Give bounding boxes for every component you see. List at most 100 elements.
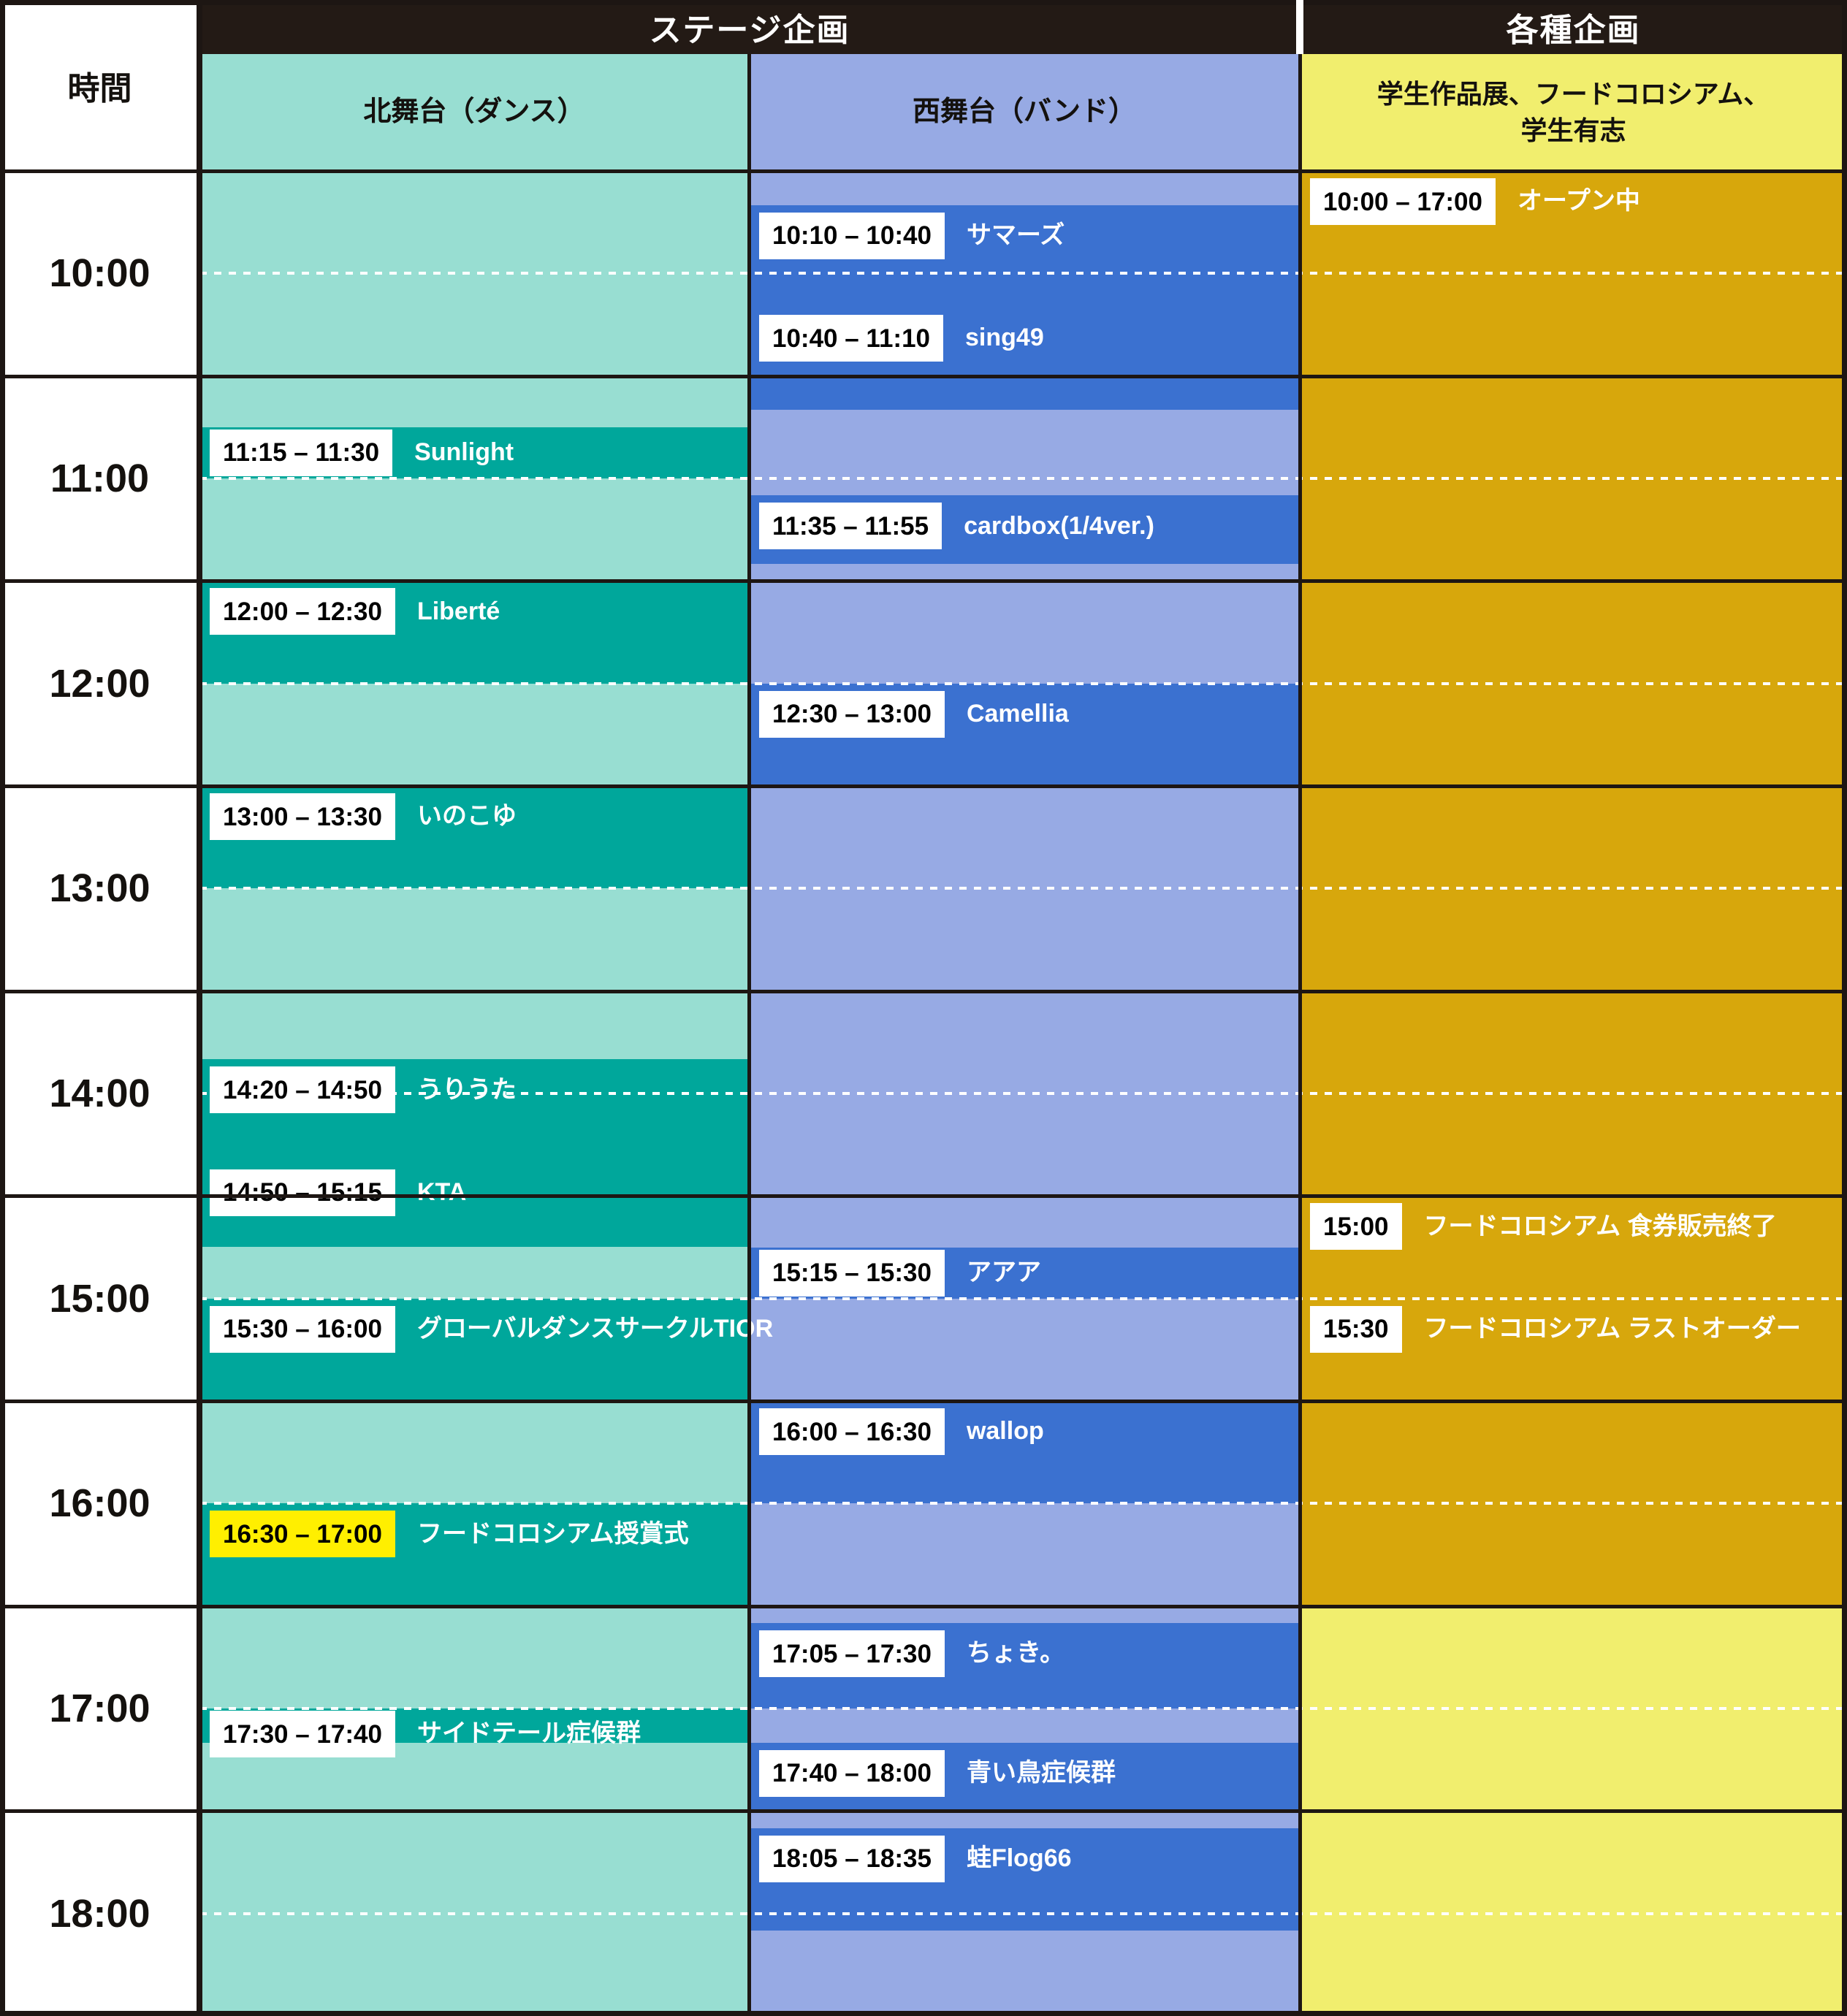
event-name: Liberté <box>416 597 500 625</box>
event-label-row: 12:30 – 13:00 Camellia <box>759 690 1069 738</box>
event-name: オープン中 <box>1517 187 1640 215</box>
event-time-chip: 15:30 – 16:00 <box>210 1305 395 1353</box>
event-name: グローバルダンスサークルTIOR <box>416 1314 774 1343</box>
event-label-row: 11:35 – 11:55 cardbox(1/4ver.) <box>759 503 1154 550</box>
half-hour-line <box>199 477 1847 480</box>
time-column-header: 時間 <box>0 0 199 171</box>
event-label-row: 16:00 – 16:30 wallop <box>759 1408 1044 1455</box>
hour-label: 17:00 <box>49 1686 151 1730</box>
border-bottom <box>0 2011 1847 2016</box>
event-label-row: 15:30 – 16:00 グローバルダンスサークルTIOR <box>210 1305 774 1353</box>
misc-event-label-row: 15:30 フードコロシアム ラストオーダー <box>1310 1305 1801 1353</box>
west-stage-label: 西舞台（バンド） <box>913 96 1136 128</box>
event-name: サイドテール症候群 <box>416 1719 641 1748</box>
event-time-chip: 16:00 – 16:30 <box>759 1408 945 1455</box>
event-time-chip: 11:15 – 11:30 <box>210 429 393 476</box>
half-hour-line <box>199 272 1847 275</box>
half-hour-line <box>199 1502 1847 1505</box>
event-label-row: 14:20 – 14:50 うりうた <box>210 1066 517 1114</box>
stage-group-label: ステージ企画 <box>649 12 850 48</box>
event-name: フードコロシアム ラストオーダー <box>1423 1314 1801 1343</box>
event-name: sing49 <box>965 324 1044 352</box>
event-time-chip: 15:15 – 15:30 <box>759 1249 945 1297</box>
grid-line <box>1298 0 1302 2016</box>
event-time-chip: 15:00 <box>1310 1203 1402 1251</box>
border-right <box>1842 0 1847 2016</box>
event-label-row: 16:30 – 17:00 フードコロシアム授賞式 <box>210 1511 689 1558</box>
event-name: Sunlight <box>414 438 514 467</box>
half-hour-line <box>199 1092 1847 1095</box>
event-time-chip: 14:50 – 15:15 <box>210 1169 395 1216</box>
event-time-chip: 11:35 – 11:55 <box>759 503 942 550</box>
event-label-row: 15:15 – 15:30 アアア <box>759 1249 1041 1297</box>
north-stage-subheader: 北舞台（ダンス） <box>199 54 749 171</box>
event-label-row: 10:40 – 11:10 sing49 <box>759 315 1044 362</box>
misc-group-header: 各種企画 <box>1300 0 1847 54</box>
event-label-row: 17:30 – 17:40 サイドテール症候群 <box>210 1711 641 1757</box>
grid-line <box>197 0 202 2016</box>
half-hour-line <box>199 1912 1847 1915</box>
event-time-chip: 10:00 – 17:00 <box>1310 178 1496 225</box>
event-time-chip: 17:05 – 17:30 <box>759 1630 945 1678</box>
half-hour-line <box>199 887 1847 890</box>
north-stage-label: 北舞台（ダンス） <box>363 96 585 128</box>
border-top <box>0 0 1847 5</box>
event-name: cardbox(1/4ver.) <box>964 511 1154 540</box>
misc-event-label-row: 10:00 – 17:00 オープン中 <box>1310 178 1640 225</box>
hour-label: 14:00 <box>49 1071 151 1115</box>
hour-label: 16:00 <box>49 1481 151 1526</box>
grid-line <box>0 989 1847 993</box>
event-name: 蛙Flog66 <box>966 1844 1072 1873</box>
event-time-chip: 12:30 – 13:00 <box>759 690 945 738</box>
misc-label-line1: 学生作品展、フードコロシアム、 <box>1376 78 1770 109</box>
event-time-chip: 16:30 – 17:00 <box>210 1511 395 1558</box>
event-time-chip: 13:00 – 13:30 <box>210 793 395 840</box>
event-name: Camellia <box>966 699 1069 728</box>
grid-line <box>0 1604 1847 1608</box>
half-hour-line <box>199 681 1847 685</box>
event-label-row: 18:05 – 18:35 蛙Flog66 <box>759 1835 1072 1882</box>
event-time-chip: 17:40 – 18:00 <box>759 1749 945 1797</box>
grid-line <box>0 1809 1847 1814</box>
hour-label: 15:00 <box>49 1276 151 1321</box>
event-time-chip: 14:20 – 14:50 <box>210 1066 395 1114</box>
event-name: 青い鳥症候群 <box>966 1759 1116 1787</box>
event-name: うりうた <box>416 1075 517 1104</box>
event-label-row: 17:40 – 18:00 青い鳥症候群 <box>759 1749 1116 1797</box>
grid-line <box>0 1400 1847 1403</box>
grid-line <box>747 54 751 2016</box>
grid-line <box>0 784 1847 788</box>
hour-label: 13:00 <box>49 866 151 911</box>
west-stage-subheader: 西舞台（バンド） <box>749 54 1300 171</box>
grid-line <box>0 374 1847 378</box>
half-hour-line <box>199 1707 1847 1710</box>
event-time-chip: 10:40 – 11:10 <box>759 315 944 362</box>
hour-label: 11:00 <box>50 456 150 500</box>
hour-label: 12:00 <box>49 661 151 706</box>
grid-line <box>0 169 1847 173</box>
misc-subheader: 学生作品展、フードコロシアム、 学生有志 <box>1300 54 1847 171</box>
hour-label: 10:00 <box>49 251 151 296</box>
event-label-row: 13:00 – 13:30 いのこゆ <box>210 793 517 840</box>
event-name: ちょき。 <box>966 1639 1065 1668</box>
misc-label-line2: 学生有志 <box>1520 115 1626 145</box>
event-time-chip: 10:10 – 10:40 <box>759 212 945 259</box>
event-label-row: 11:15 – 11:30 Sunlight <box>210 429 514 476</box>
grid-line <box>0 1194 1847 1199</box>
hour-label: 18:00 <box>49 1891 151 1936</box>
event-name: いのこゆ <box>416 802 517 831</box>
misc-event-label-row: 15:00 フードコロシアム 食券販売終了 <box>1310 1203 1777 1251</box>
border-left <box>0 0 5 2016</box>
event-label-row: 10:10 – 10:40 サマーズ <box>759 212 1065 259</box>
event-time-chip: 15:30 <box>1310 1305 1402 1353</box>
event-time-chip: 12:00 – 12:30 <box>210 588 395 635</box>
event-name: フードコロシアム 食券販売終了 <box>1423 1212 1777 1240</box>
event-name: wallop <box>966 1417 1044 1446</box>
half-hour-line <box>199 1297 1847 1300</box>
header-divider <box>1296 0 1303 54</box>
time-column-label: 時間 <box>67 71 132 107</box>
event-label-row: 17:05 – 17:30 ちょき。 <box>759 1630 1065 1678</box>
misc-group-label: 各種企画 <box>1506 12 1641 48</box>
event-name: KTA <box>416 1177 467 1206</box>
